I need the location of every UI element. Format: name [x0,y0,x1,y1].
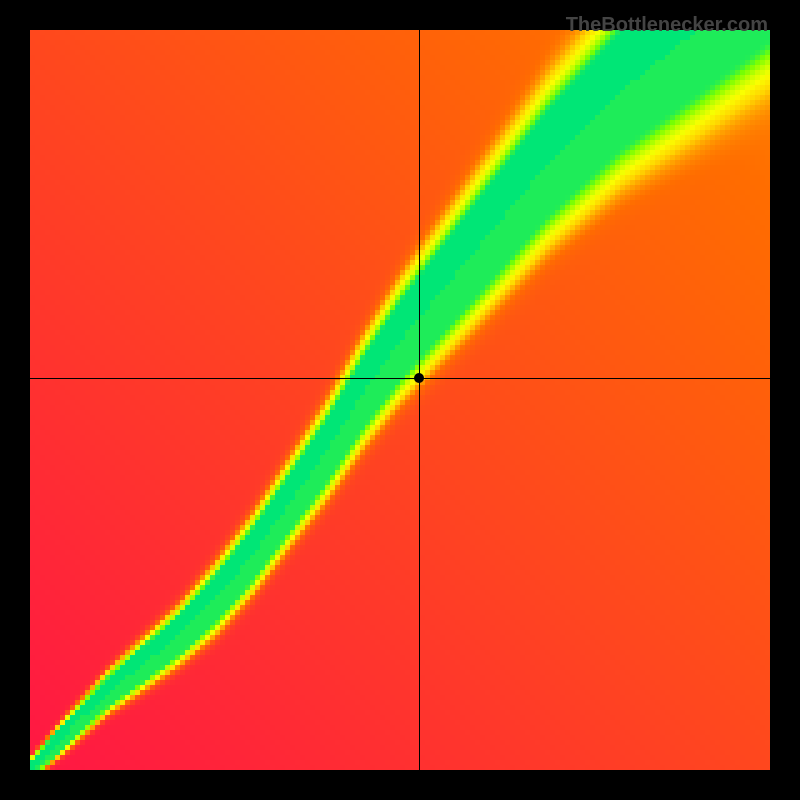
heatmap-canvas [30,30,770,770]
plot-border [0,0,800,800]
marker-dot [414,373,424,383]
watermark-text: TheBottlenecker.com [566,14,768,37]
crosshair-vertical [419,30,420,770]
crosshair-horizontal [30,378,770,379]
plot-area [30,30,770,770]
